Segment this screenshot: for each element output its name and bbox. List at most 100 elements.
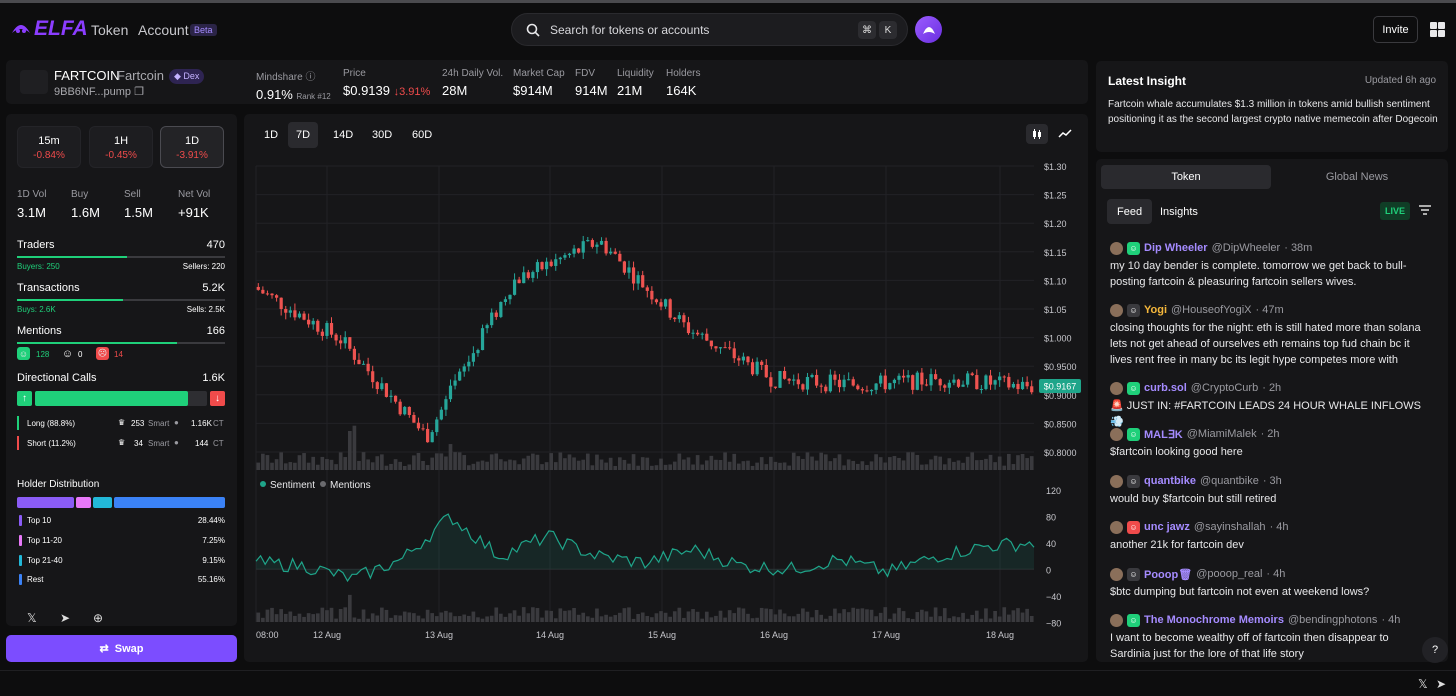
nav-token[interactable]: Token <box>91 22 129 38</box>
post-username[interactable]: Pooop🗑 <box>1144 568 1193 581</box>
mention-bar <box>503 616 508 622</box>
candle-body <box>659 302 663 307</box>
search-input[interactable]: Search for tokens or accounts ⌘ K <box>511 13 908 46</box>
post-username[interactable]: Yogi <box>1144 304 1168 316</box>
post-handle[interactable]: @MiamiMalek <box>1186 428 1257 440</box>
x-icon[interactable]: 𝕏 <box>1418 677 1428 691</box>
mention-bar <box>517 615 521 622</box>
candle-body <box>279 297 283 310</box>
post-handle[interactable]: @DipWheeler <box>1211 242 1281 254</box>
avatar[interactable] <box>1110 381 1123 395</box>
candle-body <box>302 313 306 320</box>
range-1d[interactable]: 1D <box>264 129 279 141</box>
legend-mentions: Mentions <box>330 480 371 491</box>
avatar[interactable] <box>1110 520 1123 534</box>
tab-global-news[interactable]: Global News <box>1325 171 1389 183</box>
mention-bar <box>746 613 750 622</box>
feed-post[interactable]: ☺ quantbike @quantbike · 3h would buy $fartc… <box>1110 474 1430 507</box>
post-handle[interactable]: @CryptoCurb <box>1190 382 1259 394</box>
candle-body <box>915 372 919 390</box>
candlestick-icon[interactable] <box>1026 124 1048 144</box>
candle-body <box>1030 386 1034 393</box>
ai-assistant-button[interactable] <box>915 16 942 43</box>
subtab-insights[interactable]: Insights <box>1160 205 1198 218</box>
candle-body <box>586 240 590 242</box>
app-grid-icon[interactable] <box>1430 22 1445 37</box>
mention-bar <box>769 609 773 622</box>
post-handle[interactable]: @HouseofYogiX <box>1171 304 1252 316</box>
stat-fdv: FDV 914M <box>575 68 608 98</box>
mention-bar <box>773 614 778 622</box>
post-handle[interactable]: @pooop_real <box>1196 568 1263 580</box>
post-username[interactable]: quantbike <box>1144 475 1196 487</box>
avatar[interactable] <box>1110 567 1123 581</box>
token-address[interactable]: 9BB6NF...pump ❐ <box>54 86 144 98</box>
invite-button[interactable]: Invite <box>1373 16 1418 43</box>
range-7d[interactable]: 7D <box>288 122 319 148</box>
timeframe-1d[interactable]: 1D -3.91% <box>160 126 224 168</box>
price-tick-label: $1.000 <box>1044 334 1072 344</box>
x-icon[interactable]: 𝕏 <box>27 611 37 625</box>
help-button[interactable]: ? <box>1422 637 1448 663</box>
filter-icon[interactable] <box>1419 204 1431 218</box>
volume-bar <box>544 462 549 470</box>
candle-body <box>819 385 823 387</box>
tab-token[interactable]: Token <box>1101 165 1271 189</box>
post-handle[interactable]: @sayinshallah <box>1193 521 1266 533</box>
post-username[interactable]: MAL∃K <box>1144 428 1183 441</box>
elfa-logo[interactable]: ELFA <box>10 17 88 41</box>
volume-bar <box>613 465 618 470</box>
avatar[interactable] <box>1110 241 1123 255</box>
volume-bar <box>480 460 485 470</box>
candle-body <box>833 374 837 380</box>
globe-icon[interactable]: ⊕ <box>93 611 104 625</box>
volume-bar <box>370 462 375 470</box>
post-handle[interactable]: @quantbike <box>1199 475 1259 487</box>
candle-body <box>572 248 576 254</box>
feed-post[interactable]: ☺ The Monochrome Memoirs @bendingphotons · … <box>1110 613 1430 662</box>
avatar[interactable] <box>1110 613 1123 627</box>
negative-count: 14 <box>114 350 123 359</box>
current-price-label: $0.9167 <box>1039 379 1081 393</box>
post-username[interactable]: The Monochrome Memoirs <box>1144 614 1284 626</box>
feed-post[interactable]: ☺ Yogi @HouseofYogiX · 47m closing thoughts … <box>1110 303 1430 368</box>
subtab-feed[interactable]: Feed <box>1107 199 1153 224</box>
avatar[interactable] <box>1110 303 1123 317</box>
volume-bar <box>805 452 810 470</box>
post-time: · 2h <box>1262 382 1282 394</box>
avatar[interactable] <box>1110 474 1123 488</box>
post-username[interactable]: curb.sol <box>1144 382 1187 394</box>
chart-panel: 1D 7D 14D 30D 60D $1.30 $1.25 $1.20 $1.15 $1… <box>244 114 1088 662</box>
candle-body <box>590 240 594 247</box>
mention-bar <box>457 616 462 622</box>
candle-body <box>760 361 764 365</box>
telegram-icon[interactable]: ➤ <box>1436 677 1447 691</box>
candle-body <box>613 251 617 254</box>
range-60d[interactable]: 60D <box>412 129 433 141</box>
timeframe-15m[interactable]: 15m -0.84% <box>17 126 81 168</box>
candle-body <box>448 385 453 400</box>
swap-button[interactable]: ⇄ Swap <box>6 635 237 662</box>
range-30d[interactable]: 30D <box>372 129 393 141</box>
volume-bar <box>769 456 773 470</box>
timeframe-1h[interactable]: 1H -0.45% <box>89 126 153 168</box>
feed-post[interactable]: ☺ curb.sol @CryptoCurb · 2h 🚨 JUST IN: #FART… <box>1110 381 1430 430</box>
post-username[interactable]: Dip Wheeler <box>1144 242 1208 254</box>
telegram-icon[interactable]: ➤ <box>60 611 71 625</box>
range-14d[interactable]: 14D <box>333 129 354 141</box>
post-handle[interactable]: @bendingphotons <box>1287 614 1378 626</box>
volume-bar <box>508 459 512 470</box>
transactions-row: Transactions 5.2K <box>17 282 225 294</box>
candle-body <box>952 379 956 383</box>
volume-bar <box>947 458 952 470</box>
line-chart-icon[interactable] <box>1054 124 1076 144</box>
post-username[interactable]: unc jawz <box>1144 521 1190 533</box>
avatar[interactable] <box>1110 427 1123 441</box>
feed-post[interactable]: ☺ MAL∃K @MiamiMalek · 2h $fartcoin looking g… <box>1110 427 1430 460</box>
nav-account[interactable]: Account <box>138 22 189 38</box>
feed-post[interactable]: ☺ Dip Wheeler @DipWheeler · 38m my 10 day be… <box>1110 241 1430 290</box>
feed-post[interactable]: ☺ Pooop🗑 @pooop_real · 4h $btc dumping but f… <box>1110 567 1430 600</box>
price-chart[interactable]: $1.30 $1.25 $1.20 $1.15 $1.10 $1.05 $1.000 $0.9… <box>244 114 1088 662</box>
feed-post[interactable]: ☺ unc jawz @sayinshallah · 4h another 21k fo… <box>1110 520 1430 553</box>
mention-bar <box>997 616 1002 622</box>
